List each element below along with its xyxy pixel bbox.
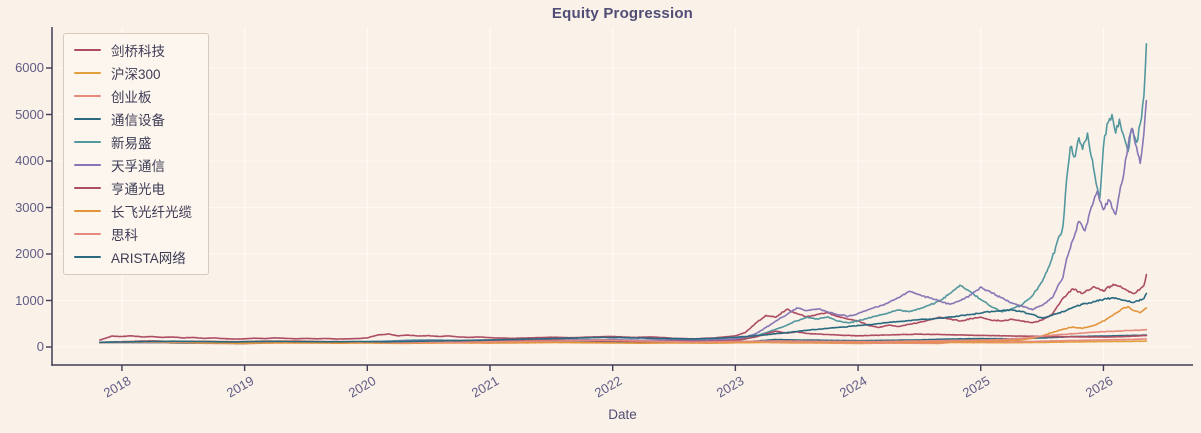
y-tick-label: 6000 <box>15 60 44 75</box>
legend-item: ARISTA网络 <box>74 247 192 267</box>
legend-line-swatch <box>74 95 101 97</box>
legend-item: 新易盛 <box>74 132 192 152</box>
y-tick-label: 2000 <box>15 246 44 261</box>
legend-item: 剑桥科技 <box>74 40 192 60</box>
y-tick-label: 5000 <box>15 106 44 122</box>
y-tick-label: 4000 <box>15 153 44 168</box>
legend-line-swatch <box>74 118 101 120</box>
legend-label: 天孚通信 <box>111 159 165 174</box>
legend-line-swatch <box>74 210 101 212</box>
chart-title: Equity Progression <box>551 5 694 22</box>
legend-label: 思科 <box>111 228 138 243</box>
series-line-5 <box>99 43 1148 344</box>
legend-item: 沪深300 <box>74 63 192 83</box>
legend-line-swatch <box>74 187 101 189</box>
legend-item: 通信设备 <box>74 109 192 129</box>
legend-item: 亨通光电 <box>74 178 192 198</box>
legend-line-swatch <box>74 233 101 235</box>
legend-item: 长飞光纤光缆 <box>74 201 192 221</box>
legend-label: 长飞光纤光缆 <box>111 205 192 220</box>
legend-line-swatch <box>74 141 101 143</box>
series-line-1 <box>99 273 1148 341</box>
legend: 剑桥科技沪深300 创业板通信设备新易盛天孚通信亨通光电长飞光纤光缆 思科 ARIST… <box>63 33 209 275</box>
legend-line-swatch <box>74 72 101 74</box>
legend-line-swatch <box>74 164 101 166</box>
legend-label: 创业板 <box>111 90 152 105</box>
y-tick-label: 1000 <box>15 292 44 308</box>
x-axis-title: Date <box>608 407 637 422</box>
legend-label: 沪深300 <box>111 67 161 82</box>
legend-label: ARISTA网络 <box>111 251 186 266</box>
series-line-6 <box>99 99 1148 344</box>
series-line-10 <box>99 292 1148 344</box>
legend-label: 通信设备 <box>111 113 165 128</box>
legend-label: 剑桥科技 <box>111 44 165 59</box>
legend-label: 新易盛 <box>111 136 152 151</box>
legend-line-swatch <box>74 49 101 51</box>
y-tick-label: 3000 <box>15 199 44 215</box>
series-line-8 <box>99 305 1148 345</box>
legend-label: 亨通光电 <box>111 182 165 197</box>
legend-item: 创业板 <box>74 86 192 106</box>
legend-item: 天孚通信 <box>74 155 192 175</box>
legend-line-swatch <box>74 256 101 258</box>
y-tick-label: 0 <box>36 339 44 354</box>
legend-item: 思科 <box>74 224 192 244</box>
